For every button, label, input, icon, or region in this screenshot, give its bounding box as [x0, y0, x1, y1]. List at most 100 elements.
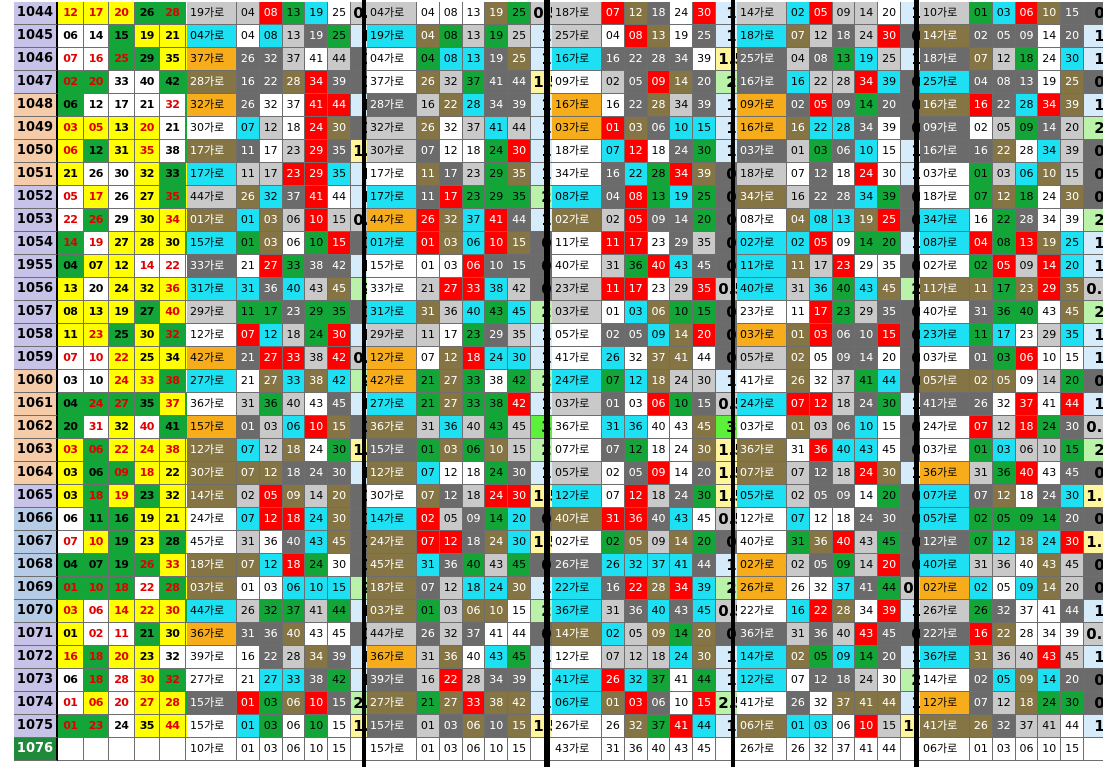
- row-label-cell: 16가로: [552, 94, 602, 117]
- combo-number-cell: 06: [462, 439, 486, 462]
- combo-number-cell: 16: [970, 209, 993, 232]
- combo-number-cell: 18: [832, 25, 856, 48]
- combo-number-cell: 33: [282, 255, 306, 278]
- combo-number-cell: 11: [237, 163, 260, 186]
- row-label-cell: 25가로: [737, 48, 787, 71]
- combo-number-cell: 20: [693, 462, 716, 485]
- row-label-cell: 14가로: [737, 2, 787, 25]
- combo-number-cell: 28: [1015, 623, 1039, 646]
- combo-number-cell: 24: [855, 25, 879, 48]
- row-label-cell: 17가로: [187, 163, 237, 186]
- combo-number-cell: 31: [970, 462, 993, 485]
- combo-number-cell: 31: [417, 416, 440, 439]
- combo-number-cell: 31: [602, 738, 625, 761]
- row-header: 1071: [14, 623, 58, 646]
- row-label-cell: 41가로: [920, 715, 970, 738]
- row-label-cell: 03가로: [187, 577, 237, 600]
- combo-number-cell: 07: [237, 439, 260, 462]
- draw-number-cell: 21: [160, 508, 186, 531]
- combo-number-cell: 18: [462, 577, 486, 600]
- combo-number-cell: 17: [259, 301, 283, 324]
- combo-number-cell: 44: [693, 347, 716, 370]
- combo-number-cell: 44: [693, 554, 716, 577]
- draw-number-cell: 18: [83, 669, 109, 692]
- combo-number-cell: 06: [282, 232, 306, 255]
- combo-number-cell: 44: [878, 577, 901, 600]
- combo-number-cell: 22: [992, 623, 1016, 646]
- combo-number-cell: 10: [670, 301, 694, 324]
- combo-number-cell: 27: [259, 669, 283, 692]
- combo-number-cell: 24: [485, 140, 509, 163]
- row-label-cell: 14가로: [920, 669, 970, 692]
- combo-number-cell: 43: [485, 646, 509, 669]
- draw-number-cell: 10: [83, 531, 109, 554]
- row-label-cell: 10가로: [920, 2, 970, 25]
- combo-number-cell: 02: [970, 508, 993, 531]
- combo-number-cell: 37: [462, 117, 486, 140]
- combo-number-cell: 22: [439, 669, 463, 692]
- draw-number-cell: 42: [160, 71, 186, 94]
- combo-number-cell: 43: [485, 416, 509, 439]
- combo-number-cell: 30: [508, 462, 531, 485]
- draw-number-cell: 10: [83, 370, 109, 393]
- combo-number-cell: 40: [832, 278, 856, 301]
- row-label-cell: 02가로: [920, 255, 970, 278]
- combo-number-cell: 40: [462, 416, 486, 439]
- combo-number-cell: 05: [624, 531, 648, 554]
- combo-number-cell: 15: [328, 209, 351, 232]
- combo-number-cell: 12: [809, 163, 833, 186]
- combo-number-cell: 37: [832, 692, 856, 715]
- combo-number-cell: 05: [992, 255, 1016, 278]
- row-label-cell: 06가로: [920, 738, 970, 761]
- combo-number-cell: 27: [259, 370, 283, 393]
- combo-number-cell: 22: [809, 600, 833, 623]
- combo-number-cell: 45: [1061, 554, 1084, 577]
- combo-number-cell: 30: [1061, 416, 1084, 439]
- draw-number-cell: 32: [160, 324, 186, 347]
- combo-number-cell: 33: [462, 278, 486, 301]
- draw-number-cell: 22: [160, 255, 186, 278]
- combo-number-cell: 32: [439, 623, 463, 646]
- combo-number-cell: 06: [647, 692, 671, 715]
- combo-number-cell: 05: [809, 646, 833, 669]
- combo-number-cell: 19: [305, 2, 329, 25]
- combo-number-cell: 06: [647, 393, 671, 416]
- row-label-cell: 39가로: [187, 646, 237, 669]
- combo-number-cell: 38: [305, 255, 329, 278]
- combo-number-cell: 19: [485, 48, 509, 71]
- left-margin: [0, 0, 14, 767]
- draw-number-cell: 19: [134, 508, 160, 531]
- combo-number-cell: 03: [259, 209, 283, 232]
- combo-number-cell: 14: [855, 347, 879, 370]
- combo-number-cell: 24: [1038, 186, 1062, 209]
- row-label-cell: 24가로: [920, 416, 970, 439]
- row-label-cell: 40가로: [737, 278, 787, 301]
- combo-number-cell: 22: [992, 209, 1016, 232]
- combo-number-cell: 33: [462, 370, 486, 393]
- combo-number-cell: 05: [809, 232, 833, 255]
- combo-number-cell: 30: [878, 669, 901, 692]
- combo-number-cell: 42: [508, 692, 531, 715]
- row-label-cell: 36가로: [187, 393, 237, 416]
- combo-number-cell: 16: [602, 48, 625, 71]
- combo-number-cell: 27: [259, 255, 283, 278]
- row-label-cell: 40가로: [552, 508, 602, 531]
- draw-number-cell: 21: [160, 117, 186, 140]
- combo-number-cell: 17: [259, 140, 283, 163]
- combo-number-cell: 30: [1061, 48, 1084, 71]
- row-label-cell: 16가로: [737, 117, 787, 140]
- combo-number-cell: 07: [602, 646, 625, 669]
- draw-number-cell: 01: [58, 577, 84, 600]
- score-cell: [1084, 738, 1103, 761]
- draw-number-cell: 31: [83, 416, 109, 439]
- row-label-cell: 06가로: [737, 715, 787, 738]
- combo-number-cell: 38: [485, 692, 509, 715]
- combo-number-cell: 01: [970, 439, 993, 462]
- combo-number-cell: 43: [305, 623, 329, 646]
- combo-number-cell: 19: [855, 48, 879, 71]
- score-cell: 0: [1084, 370, 1103, 393]
- score-cell: 2: [1084, 439, 1103, 462]
- combo-number-cell: 31: [602, 255, 625, 278]
- combo-number-cell: 16: [417, 669, 440, 692]
